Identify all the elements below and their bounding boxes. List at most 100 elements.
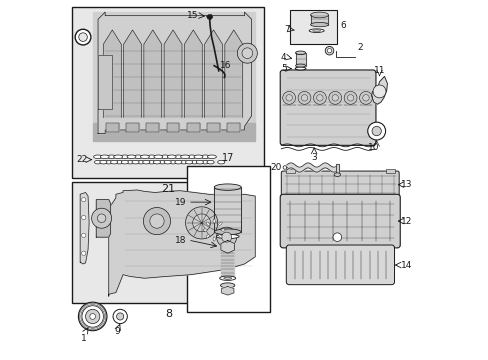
Polygon shape	[295, 53, 305, 66]
Ellipse shape	[217, 160, 224, 164]
Ellipse shape	[216, 234, 239, 239]
Ellipse shape	[137, 160, 144, 164]
Circle shape	[331, 95, 338, 101]
Polygon shape	[123, 30, 141, 117]
Polygon shape	[184, 30, 202, 117]
Polygon shape	[106, 123, 119, 132]
Circle shape	[90, 314, 95, 319]
Circle shape	[298, 91, 310, 104]
Bar	[187, 166, 269, 312]
Circle shape	[325, 46, 333, 55]
Polygon shape	[186, 123, 199, 132]
Ellipse shape	[142, 160, 149, 164]
Polygon shape	[93, 12, 255, 123]
Ellipse shape	[160, 155, 169, 158]
Text: 22: 22	[76, 155, 87, 164]
Ellipse shape	[220, 283, 234, 288]
Polygon shape	[204, 30, 222, 117]
Ellipse shape	[113, 155, 122, 158]
Circle shape	[75, 29, 91, 45]
Circle shape	[113, 309, 127, 324]
Ellipse shape	[207, 155, 216, 158]
Ellipse shape	[203, 229, 207, 231]
Circle shape	[221, 232, 231, 242]
Ellipse shape	[185, 160, 192, 164]
Ellipse shape	[100, 155, 109, 158]
Polygon shape	[164, 30, 182, 117]
Ellipse shape	[153, 160, 160, 164]
Circle shape	[313, 91, 325, 104]
Ellipse shape	[224, 277, 231, 279]
Ellipse shape	[147, 155, 156, 158]
Polygon shape	[93, 123, 255, 141]
Ellipse shape	[140, 155, 149, 158]
Text: 20: 20	[270, 163, 282, 172]
Ellipse shape	[169, 160, 176, 164]
Ellipse shape	[206, 222, 209, 225]
Ellipse shape	[333, 173, 340, 176]
Circle shape	[78, 302, 107, 331]
Circle shape	[359, 91, 372, 104]
Circle shape	[285, 95, 292, 101]
Ellipse shape	[194, 155, 203, 158]
Ellipse shape	[201, 160, 208, 164]
FancyBboxPatch shape	[285, 245, 394, 285]
Ellipse shape	[126, 160, 134, 164]
Ellipse shape	[148, 160, 155, 164]
Text: 3: 3	[311, 153, 316, 162]
Ellipse shape	[127, 155, 136, 158]
Bar	[72, 7, 264, 178]
Ellipse shape	[94, 160, 102, 164]
Polygon shape	[335, 164, 339, 173]
Ellipse shape	[214, 229, 241, 235]
Polygon shape	[283, 73, 372, 143]
Text: 9: 9	[115, 327, 121, 336]
Ellipse shape	[310, 22, 328, 27]
Text: 16: 16	[220, 61, 231, 70]
Ellipse shape	[120, 155, 129, 158]
Circle shape	[85, 309, 100, 324]
Text: 18: 18	[175, 235, 186, 244]
Ellipse shape	[110, 160, 118, 164]
Polygon shape	[224, 30, 242, 117]
Ellipse shape	[206, 160, 214, 164]
Text: 10: 10	[367, 143, 379, 152]
Text: 1: 1	[81, 334, 86, 343]
Ellipse shape	[164, 160, 171, 164]
Circle shape	[372, 85, 385, 98]
Circle shape	[91, 208, 111, 228]
FancyBboxPatch shape	[280, 70, 375, 145]
Circle shape	[367, 122, 385, 140]
Polygon shape	[146, 123, 159, 132]
Ellipse shape	[116, 160, 123, 164]
Text: 2: 2	[356, 43, 362, 52]
Circle shape	[192, 214, 210, 232]
Polygon shape	[371, 76, 386, 104]
Ellipse shape	[100, 160, 107, 164]
Text: 14: 14	[400, 261, 411, 270]
Ellipse shape	[221, 229, 225, 231]
Circle shape	[79, 33, 87, 41]
Bar	[285, 168, 294, 173]
Polygon shape	[103, 30, 121, 117]
Circle shape	[185, 207, 217, 239]
Polygon shape	[166, 123, 179, 132]
Circle shape	[81, 251, 86, 255]
Ellipse shape	[295, 64, 305, 67]
Polygon shape	[310, 15, 328, 24]
Circle shape	[81, 215, 86, 220]
Circle shape	[332, 233, 341, 242]
Ellipse shape	[295, 67, 305, 70]
Ellipse shape	[190, 160, 198, 164]
Text: 13: 13	[400, 180, 411, 189]
Circle shape	[326, 49, 331, 53]
Ellipse shape	[213, 237, 215, 241]
Polygon shape	[143, 30, 162, 117]
Text: 4: 4	[281, 53, 286, 62]
Circle shape	[328, 91, 341, 104]
Circle shape	[82, 306, 103, 327]
Text: 5: 5	[280, 64, 286, 73]
Ellipse shape	[219, 276, 235, 280]
Text: 15: 15	[187, 11, 198, 20]
Ellipse shape	[132, 160, 139, 164]
